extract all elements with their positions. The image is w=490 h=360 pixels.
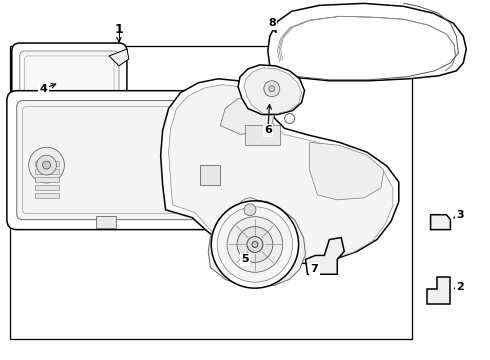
Circle shape [237, 227, 273, 262]
FancyBboxPatch shape [20, 51, 119, 130]
Polygon shape [238, 65, 305, 114]
FancyBboxPatch shape [17, 100, 215, 220]
Polygon shape [109, 49, 129, 66]
Polygon shape [208, 200, 306, 287]
Polygon shape [161, 79, 399, 264]
Polygon shape [431, 215, 450, 230]
Bar [35, 169, 59, 174]
Circle shape [238, 198, 262, 222]
FancyBboxPatch shape [12, 43, 127, 138]
Text: 5: 5 [241, 255, 249, 264]
Text: 2: 2 [457, 282, 464, 292]
Circle shape [244, 204, 256, 216]
Bar [35, 177, 59, 182]
Circle shape [264, 81, 280, 96]
Bar [35, 193, 59, 198]
Circle shape [252, 242, 258, 247]
Circle shape [227, 217, 283, 272]
Polygon shape [268, 3, 466, 81]
Circle shape [43, 161, 50, 169]
Polygon shape [169, 85, 393, 262]
Text: 6: 6 [264, 125, 272, 135]
Polygon shape [244, 68, 301, 113]
Polygon shape [200, 165, 220, 185]
Text: 7: 7 [311, 264, 319, 274]
Bar [10, 46, 412, 339]
Circle shape [285, 113, 294, 123]
Circle shape [217, 207, 293, 282]
Bar [96, 216, 116, 228]
Text: 4: 4 [40, 84, 48, 94]
Polygon shape [306, 238, 344, 274]
Polygon shape [427, 277, 450, 304]
Text: 1: 1 [115, 23, 123, 36]
Polygon shape [245, 125, 280, 145]
Polygon shape [310, 142, 384, 200]
Circle shape [211, 201, 298, 288]
Polygon shape [220, 96, 275, 134]
Text: 8: 8 [268, 18, 276, 28]
FancyBboxPatch shape [7, 91, 225, 230]
Circle shape [37, 155, 56, 175]
Circle shape [247, 237, 263, 252]
Bar [35, 185, 59, 190]
Text: 3: 3 [457, 210, 464, 220]
Circle shape [269, 86, 275, 92]
Bar [35, 161, 59, 166]
Circle shape [29, 147, 64, 183]
